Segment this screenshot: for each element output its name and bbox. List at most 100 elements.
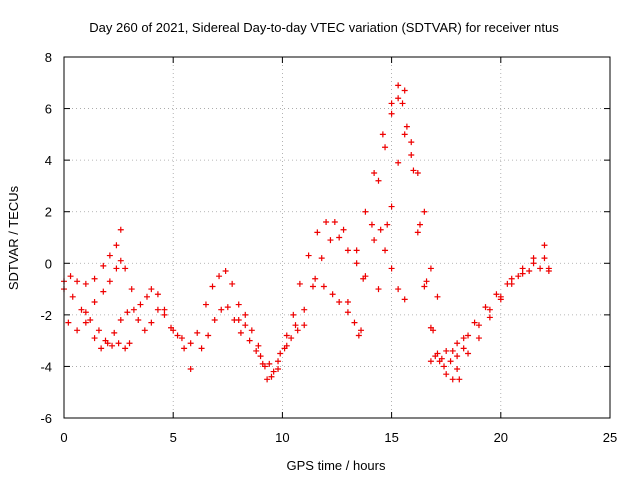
data-point [434,293,441,300]
x-axis-label: GPS time / hours [287,458,386,473]
data-point [416,221,423,228]
series-arc-7 [198,304,244,352]
data-point [408,151,415,158]
data-point [301,306,308,313]
data-point [384,221,391,228]
x-tick-label: 20 [494,430,508,445]
data-point [209,283,216,290]
data-point [224,304,231,311]
series-arc-2 [61,286,133,352]
data-point [401,131,408,138]
y-tick-label: 0 [45,256,52,271]
data-point [388,265,395,272]
data-point [91,275,98,282]
series-arc-16 [432,242,548,360]
x-tick-label: 5 [170,430,177,445]
data-point [375,177,382,184]
data-point [154,306,161,313]
data-point [508,275,515,282]
data-point [530,260,537,267]
y-tick-labels: -6 -4 -2 0 2 4 6 8 [40,50,52,426]
data-point [246,337,253,344]
data-point [314,229,321,236]
series-arc-10 [257,234,367,367]
data-point [187,340,194,347]
data-point [294,327,301,334]
data-point [170,327,177,334]
data-point [148,286,155,293]
data-point [421,283,428,290]
data-point [100,288,107,295]
data-point [65,319,72,326]
data-point [283,332,290,339]
data-point [198,345,205,352]
data-point [379,131,386,138]
data-point [270,368,277,375]
data-point [443,371,450,378]
data-point [519,270,526,277]
data-point [355,332,362,339]
data-point [475,322,482,329]
data-point [408,139,415,146]
data-point [242,311,249,318]
data-point [382,247,389,254]
data-point [264,376,271,383]
data-point [344,309,351,316]
data-point [530,255,537,262]
data-point [375,286,382,293]
data-point [414,229,421,236]
data-point [309,283,316,290]
y-tick-label: -2 [40,308,52,323]
data-point [430,327,437,334]
series-arc-14 [371,221,408,303]
data-point [135,317,142,324]
series-arc-8 [235,317,308,380]
data-point [344,247,351,254]
data-point [266,360,273,367]
series-arc-9 [246,219,347,383]
data-point [202,301,209,308]
data-point [255,342,262,349]
data-point [382,144,389,151]
data-point [482,304,489,311]
data-point [423,278,430,285]
data-point [113,265,120,272]
y-tick-label: 2 [45,205,52,220]
data-point [395,82,402,89]
data-point [362,208,369,215]
data-point [353,260,360,267]
data-point [460,345,467,352]
data-point [74,327,81,334]
data-point [493,291,500,298]
data-point [388,203,395,210]
data-points [61,82,552,383]
data-point [174,332,181,339]
data-point [259,360,266,367]
data-point [161,306,168,313]
data-point [242,322,249,329]
data-point [368,221,375,228]
data-point [344,298,351,305]
data-point [290,311,297,318]
series-arc-5 [137,286,194,373]
data-point [421,208,428,215]
data-point [74,278,81,285]
data-point [104,340,111,347]
data-point [449,347,456,354]
data-point [257,353,264,360]
y-tick-label: -4 [40,359,52,374]
data-point [126,340,133,347]
data-point [248,327,255,334]
data-point [541,242,548,249]
x-tick-labels: 0 5 10 15 20 25 [60,430,617,445]
data-point [275,366,282,373]
data-point [95,327,102,334]
series-arc-13 [355,95,463,383]
data-point [117,226,124,233]
y-tick-label: 8 [45,50,52,65]
series-arc-15 [375,131,441,300]
data-point [545,265,552,272]
data-point [106,252,113,259]
data-point [395,286,402,293]
